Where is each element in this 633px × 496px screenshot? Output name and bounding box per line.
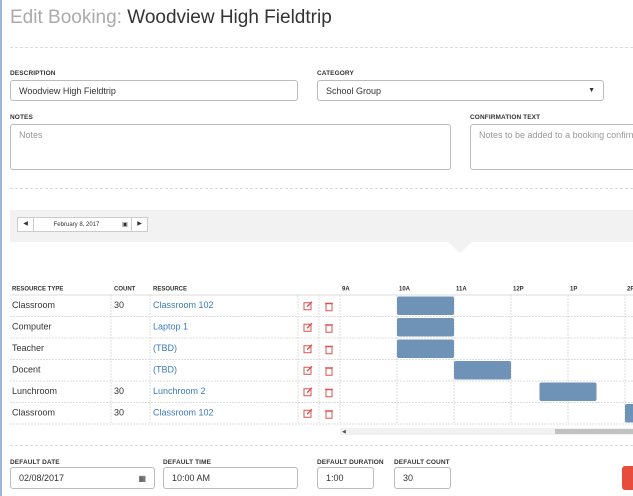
divider [10,445,633,446]
timeline-label: 9A [342,287,350,293]
field-label: CONFIRMATION TEXT [470,114,541,121]
date-nav: ◀ February 8, 2017 ▣ ▶ [17,217,148,232]
resource-link[interactable]: (TBD) [153,365,177,375]
timeline-label: 2P [627,287,633,293]
icon-part [325,410,333,419]
icon-part [306,344,313,351]
next-button[interactable]: ▶ [131,218,147,231]
booking-bar[interactable] [539,382,597,402]
date-label[interactable]: February 8, 2017 [53,221,100,228]
default-date-input[interactable]: 02/08/2017 ▦ [10,467,155,489]
booking-bar[interactable] [397,296,454,316]
icon-part [303,388,312,397]
timeline-label: 1P [570,287,577,293]
resource-type: Classroom [12,300,55,310]
icon-part [325,389,333,398]
field-label: CATEGORY [317,70,354,77]
delete-icon[interactable] [325,388,333,398]
resource-type: Classroom [12,408,55,418]
resource-link[interactable]: Classroom 102 [153,408,214,418]
resource-type: Lunchroom [12,386,57,396]
resource-type: Computer [12,322,52,332]
delete-icon[interactable] [325,302,333,312]
icon-part [325,303,333,312]
field-label: DEFAULT DURATION [317,459,384,466]
icon-part [303,345,312,354]
column-header: RESOURCE TYPE [12,287,63,293]
field-label: DESCRIPTION [10,70,56,77]
page-title: Edit Booking: Woodview High Fieldtrip [10,7,332,29]
resource-link[interactable]: (TBD) [153,343,177,353]
edit-icon[interactable] [303,365,313,375]
delete-icon[interactable] [325,345,333,355]
icon-part [306,322,313,329]
icon-part [303,409,312,418]
timeline-label: 10A [399,287,411,293]
select-caret: ▼ [588,87,595,94]
left-edge [0,0,2,496]
column-header: COUNT [114,287,136,293]
icon-part [303,302,312,311]
title: Woodview High Fieldtrip [127,7,332,28]
field-label: NOTES [10,114,33,121]
scroll-left[interactable]: ◀ [342,429,346,435]
timeline-label: 12P [513,287,524,293]
scrollbar-thumb[interactable] [555,429,633,434]
icon-part [325,367,333,376]
calendar-icon[interactable]: ▣ [122,222,128,228]
booking-bar[interactable] [397,318,454,337]
scrollbar-track [340,428,633,435]
default-count-input[interactable]: 30 [394,467,451,489]
icon-part [306,301,313,308]
resource-link[interactable]: Laptop 1 [153,322,188,332]
icon-part [306,365,313,372]
default-time-input[interactable]: 10:00 AM [163,467,298,489]
count: 30 [114,300,124,310]
category-select[interactable]: School Group ▼ [317,80,604,101]
icon-part [325,346,333,355]
edit-icon[interactable] [303,322,313,332]
resource-link[interactable]: Lunchroom 2 [153,386,206,396]
pointer [448,242,472,253]
delete-icon[interactable] [325,324,333,333]
default-duration-input[interactable]: 1:00 [317,467,374,489]
description-input[interactable]: Woodview High Fieldtrip [10,80,298,101]
edit-icon[interactable] [303,344,313,354]
booking-bar[interactable] [625,404,633,423]
booking-bar[interactable] [397,339,454,359]
delete-icon[interactable] [325,367,333,376]
edit-icon[interactable] [303,387,313,397]
title-prefix: Edit Booking: [10,7,122,28]
confirmation-textarea[interactable]: Notes to be added to a booking confirma [470,124,633,170]
notes-textarea[interactable]: Notes [10,124,451,170]
resource-type: Docent [12,365,41,375]
field-label: DEFAULT TIME [163,459,212,466]
count: 30 [114,408,124,418]
resource-link[interactable]: Classroom 102 [153,300,214,310]
input-value: 02/08/2017 [19,473,65,483]
count: 30 [114,386,124,396]
field-label: DEFAULT COUNT [394,459,450,466]
prev-button[interactable]: ◀ [18,218,34,231]
icon-part [303,366,312,375]
timeline-label: 11A [456,287,467,293]
select-value: School Group [326,85,382,96]
booking-bar[interactable] [454,361,511,380]
column-header: RESOURCE [153,287,187,293]
icon-part [306,387,313,394]
divider [10,47,633,48]
divider [10,188,633,189]
resource-type: Teacher [12,343,44,353]
icon-part [303,323,312,332]
edit-icon[interactable] [303,301,313,311]
calendar-icon[interactable]: ▦ [138,473,146,483]
resource-table: RESOURCE TYPE COUNT RESOURCE 9A 10A 11A 12P 1P 2… [10,287,633,435]
edit-icon[interactable] [303,408,313,418]
field-label: DEFAULT DATE [10,459,60,466]
action-button[interactable] [622,466,633,490]
delete-icon[interactable] [325,410,333,419]
icon-part [325,324,333,333]
icon-part [306,408,313,415]
